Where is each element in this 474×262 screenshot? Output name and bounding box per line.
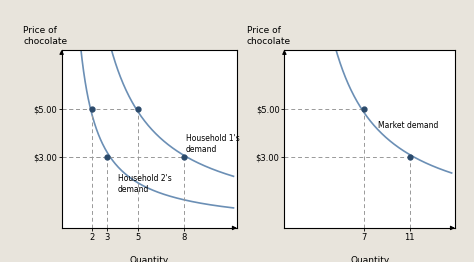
Text: Quantity
of chocolate: Quantity of chocolate <box>121 256 177 262</box>
Text: Household 2's
demand: Household 2's demand <box>118 174 172 194</box>
Text: Price of
chocolate: Price of chocolate <box>23 26 67 46</box>
Text: Price of
chocolate: Price of chocolate <box>247 26 291 46</box>
Text: Market demand: Market demand <box>378 121 438 130</box>
Text: Quantity
of chocolate: Quantity of chocolate <box>342 256 398 262</box>
Text: Household 1's
demand: Household 1's demand <box>186 134 240 154</box>
